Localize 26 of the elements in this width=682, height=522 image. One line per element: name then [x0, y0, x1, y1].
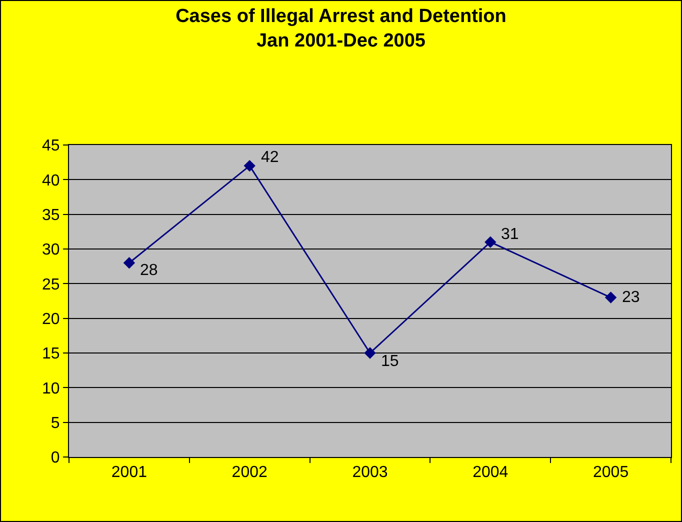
y-tick-label: 20 [42, 310, 60, 328]
data-label: 15 [381, 353, 399, 370]
y-tick-label: 0 [50, 450, 60, 467]
y-tick-label: 30 [42, 242, 60, 259]
x-tick-label: 2002 [232, 464, 268, 482]
y-tick-label: 10 [42, 380, 60, 398]
data-label: 23 [622, 289, 640, 306]
y-tick-label: 35 [42, 206, 60, 224]
data-label: 42 [261, 149, 279, 166]
x-tick-label: 2005 [593, 464, 629, 482]
x-tick-label: 2001 [111, 464, 148, 482]
x-tick-label: 2003 [352, 464, 388, 482]
y-tick-label: 45 [42, 138, 60, 155]
x-tick-label: 2004 [472, 464, 508, 482]
data-label: 28 [140, 262, 158, 279]
point [604, 292, 617, 304]
point [364, 347, 376, 359]
y-tick-label: 40 [42, 172, 60, 190]
point [244, 160, 256, 172]
y-tick-label: 15 [42, 346, 60, 363]
point [484, 236, 496, 248]
y-tick-label: 25 [42, 276, 60, 294]
y-tick-label: 5 [50, 414, 60, 432]
point [123, 257, 136, 269]
chart-title: Cases of Illegal Arrest and Detention Jan 2001-Dec 2005 [176, 6, 506, 52]
data-label: 31 [501, 226, 519, 243]
